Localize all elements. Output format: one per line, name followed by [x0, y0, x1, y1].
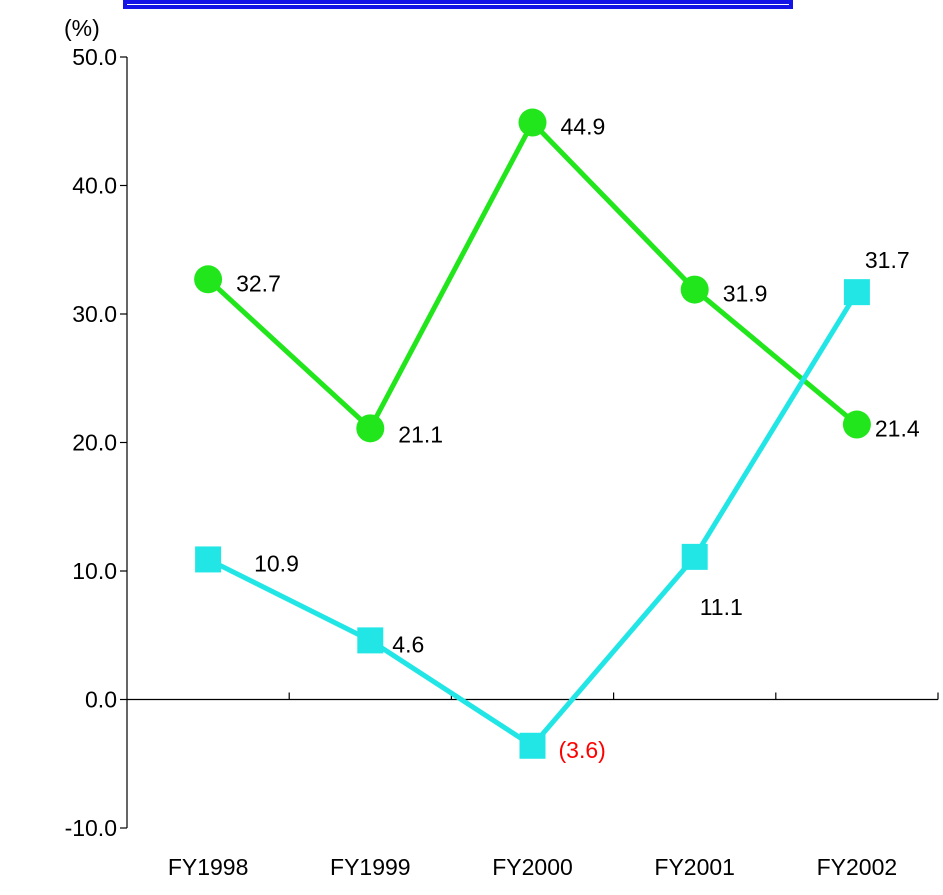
data-point-marker [842, 410, 871, 439]
data-label: 21.4 [875, 416, 920, 442]
data-label: 32.7 [236, 270, 281, 296]
series-lines [206, 120, 860, 749]
header-bar-fill [127, 0, 789, 4]
y-tick-label: 20.0 [72, 430, 117, 456]
series-line-2 [206, 290, 860, 749]
data-label: 21.1 [398, 421, 443, 447]
x-tick-label: FY1998 [168, 854, 249, 880]
x-tick-label: FY2002 [817, 854, 898, 880]
data-point-marker [843, 279, 870, 306]
series-line-1 [206, 120, 859, 431]
data-label: 44.9 [561, 114, 606, 140]
data-point-marker [681, 543, 708, 570]
data-label: 4.6 [392, 631, 424, 657]
y-tick-label: -10.0 [65, 815, 117, 841]
y-tick-label: 10.0 [72, 558, 117, 584]
data-point-marker [356, 414, 385, 443]
data-point-marker [195, 546, 222, 573]
y-axis-unit-label: (%) [64, 15, 100, 41]
x-tick-labels: FY1998 FY1999 FY2000 FY2001 FY2002 [168, 854, 897, 880]
data-labels: 32.7 21.1 44.9 31.9 21.4 10.9 4.6 (3.6) 11.1 31.7 [236, 114, 920, 763]
data-point-marker [519, 732, 546, 759]
y-tick-labels: 50.0 40.0 30.0 20.0 10.0 0.0 -10.0 [65, 44, 117, 841]
axes [120, 56, 939, 829]
data-point-marker [518, 108, 547, 137]
data-point-marker [680, 275, 709, 304]
y-tick-label: 50.0 [72, 44, 117, 70]
data-label: 31.9 [723, 281, 768, 307]
data-label: 31.7 [865, 247, 910, 273]
data-label: 11.1 [700, 594, 743, 620]
data-label: (3.6) [559, 737, 606, 763]
x-tick-label: FY2000 [492, 854, 573, 880]
y-tick-label: 0.0 [85, 687, 117, 713]
data-point-marker [357, 627, 384, 654]
data-point-marker [194, 265, 223, 294]
y-tick-label: 30.0 [72, 301, 117, 327]
data-label: 10.9 [254, 550, 299, 576]
y-tick-label: 40.0 [72, 173, 117, 199]
x-tick-label: FY2001 [654, 854, 735, 880]
x-tick-label: FY1999 [330, 854, 411, 880]
series-markers [194, 108, 871, 759]
